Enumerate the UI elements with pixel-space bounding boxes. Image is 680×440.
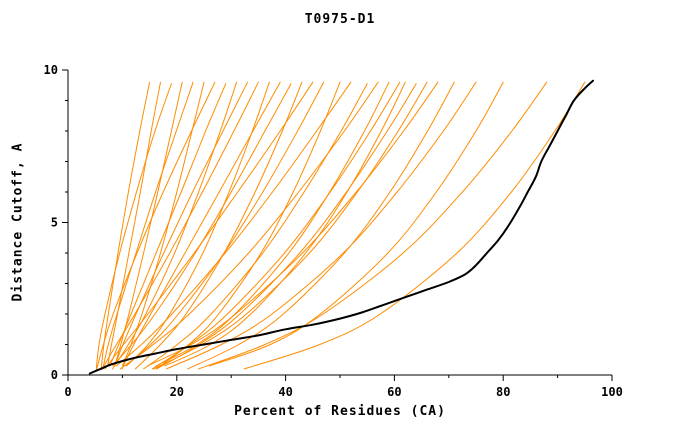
- model-30-curve: [208, 81, 504, 367]
- model-04-curve: [114, 81, 183, 367]
- model-20-curve: [143, 83, 368, 370]
- model-09-curve: [112, 81, 238, 370]
- model-03-curve: [95, 83, 172, 370]
- x-axis-label: Percent of Residues (CA): [234, 404, 446, 419]
- x-tick-label: 40: [278, 385, 292, 399]
- model-02-curve: [107, 81, 161, 367]
- model-07-curve: [96, 81, 216, 370]
- model-21-curve: [119, 81, 379, 370]
- model-08-curve: [109, 83, 227, 367]
- model-32-curve: [243, 81, 586, 370]
- x-tick-label: 0: [64, 385, 71, 399]
- model-18-curve: [155, 81, 341, 370]
- model-31-curve: [198, 81, 548, 370]
- x-tick-label: 20: [170, 385, 184, 399]
- model-24-curve: [164, 81, 406, 367]
- x-tick-label: 60: [387, 385, 401, 399]
- model-05-curve: [102, 81, 194, 370]
- model-28-curve: [187, 81, 455, 370]
- model-11-curve: [101, 81, 259, 370]
- model-16-curve: [104, 81, 314, 370]
- model-12-curve: [126, 81, 270, 367]
- model-23-curve: [151, 81, 401, 370]
- model-25-curve: [156, 83, 417, 370]
- y-tick-label: 0: [51, 368, 58, 382]
- model-17-curve: [124, 81, 325, 367]
- x-tick-label: 100: [601, 385, 623, 399]
- model-13-curve: [121, 81, 281, 370]
- chart-title: T0975-D1: [304, 12, 376, 27]
- best-model-curve: [88, 79, 594, 375]
- model-14-curve: [112, 83, 292, 367]
- model-19-curve: [115, 81, 352, 367]
- model-27-curve: [146, 81, 439, 367]
- x-tick-label: 80: [496, 385, 510, 399]
- model-22-curve: [155, 81, 390, 367]
- y-tick-label: 5: [51, 216, 58, 230]
- model-29-curve: [166, 81, 477, 370]
- y-tick-label: 10: [44, 63, 58, 77]
